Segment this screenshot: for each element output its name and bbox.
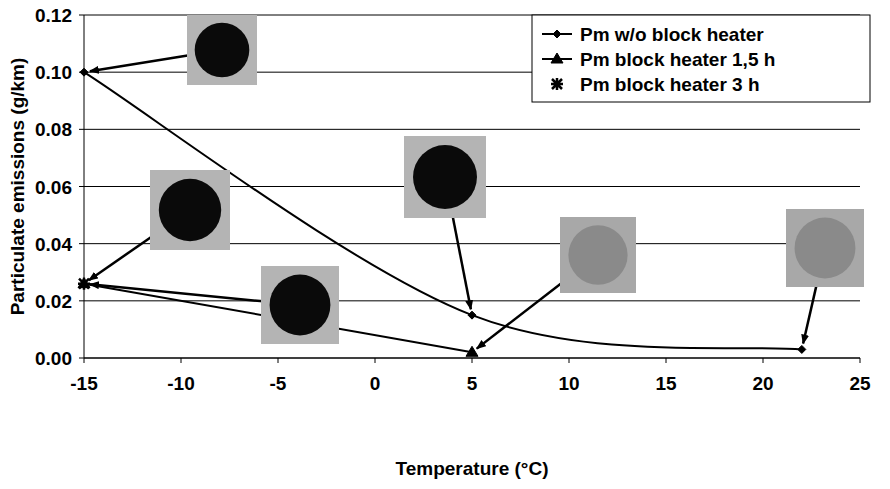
tick-label: 15 <box>655 373 677 394</box>
photo-background <box>404 136 486 218</box>
filter-disc <box>270 275 331 336</box>
tick-label: 0.12 <box>35 5 72 26</box>
filter-disc <box>413 145 477 209</box>
filter-disc <box>159 179 221 241</box>
tick-label: -10 <box>167 373 194 394</box>
tick <box>79 358 84 359</box>
tick <box>278 358 279 363</box>
tick <box>472 358 473 363</box>
tick <box>375 358 376 363</box>
tick-label: 0.04 <box>35 234 72 255</box>
photos <box>89 15 864 349</box>
series <box>80 68 806 353</box>
tick <box>666 358 667 363</box>
legend-box <box>532 15 870 102</box>
arrow <box>89 232 159 281</box>
tick-label: 5 <box>467 373 478 394</box>
legend-label: Pm block heater 3 h <box>580 74 760 95</box>
tick <box>860 358 861 363</box>
data-point <box>78 278 90 290</box>
y-axis <box>84 15 85 358</box>
tick <box>84 358 85 363</box>
arrow <box>477 277 570 349</box>
legend: Pm w/o block heater Pm block heater 1,5 h… <box>532 15 870 102</box>
photo-background <box>150 170 230 250</box>
legend-marker <box>551 53 563 63</box>
series-line <box>84 72 802 349</box>
tick-label: -5 <box>270 373 287 394</box>
tick-label: 0.06 <box>35 177 72 198</box>
tick-label: -15 <box>70 373 98 394</box>
filter-disc <box>195 23 250 78</box>
tick <box>763 358 764 363</box>
arrow <box>90 284 263 301</box>
grid-line <box>84 300 860 301</box>
tick-label: 0.10 <box>35 62 72 83</box>
photo-background <box>786 209 864 287</box>
arrow <box>803 284 817 343</box>
chart: 0.00 0.02 0.04 0.06 0.08 0.10 0.12 -15 -10 -5 0 5 10… <box>0 0 890 489</box>
tick <box>79 300 84 301</box>
tick-label: 10 <box>558 373 579 394</box>
photo-background <box>560 217 636 293</box>
series <box>78 278 90 290</box>
y-axis-title: Particulate emissions (g/km) <box>7 58 28 316</box>
tick-label: 20 <box>752 373 773 394</box>
data-point <box>80 68 88 76</box>
tick <box>569 358 570 363</box>
legend-label: Pm block heater 1,5 h <box>580 49 775 70</box>
legend-marker <box>553 30 561 38</box>
grid-line <box>84 129 860 130</box>
tick <box>79 129 84 130</box>
tick <box>181 358 182 363</box>
plot-area <box>78 68 806 356</box>
data-point <box>468 311 476 319</box>
legend-marker <box>551 78 563 90</box>
x-axis-title: Temperature (°C) <box>396 458 549 479</box>
arrow <box>90 55 189 71</box>
tick-label: 0 <box>370 373 381 394</box>
legend-label: Pm w/o block heater <box>580 24 764 45</box>
filter-disc <box>795 218 856 279</box>
data-point <box>798 345 806 353</box>
arrow <box>452 215 470 309</box>
tick <box>79 186 84 187</box>
tick-label: 0.08 <box>35 119 72 140</box>
photo-background <box>261 266 339 344</box>
tick-label: 0.00 <box>35 348 72 369</box>
tick-label: 0.02 <box>35 291 72 312</box>
tick <box>79 243 84 244</box>
tick <box>79 15 84 16</box>
tick-label: 25 <box>849 373 871 394</box>
photo-background <box>187 15 257 85</box>
filter-disc <box>568 225 627 284</box>
